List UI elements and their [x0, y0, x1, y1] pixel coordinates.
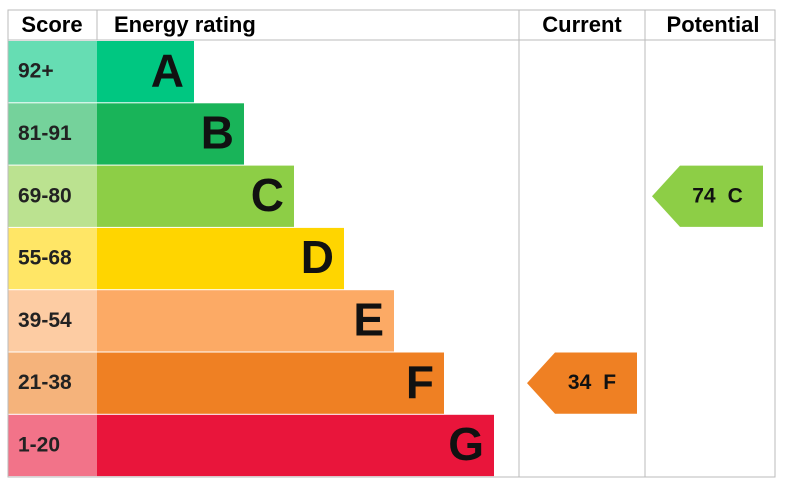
band-letter: D [301, 231, 334, 283]
band-letter: F [406, 356, 434, 408]
potential-letter: C [728, 184, 743, 207]
header-score: Score [21, 12, 82, 37]
current-arrow [527, 352, 637, 414]
score-label: 55-68 [18, 247, 72, 270]
current-letter: F [603, 371, 616, 394]
frame [7, 9, 776, 478]
score-label: 92+ [18, 60, 54, 83]
rating-bar [97, 103, 244, 165]
rating-bar [97, 290, 394, 352]
rating-bar [97, 227, 344, 290]
potential-arrow [652, 165, 763, 227]
score-label: 21-38 [18, 371, 72, 394]
score-cell [8, 103, 97, 165]
band-letter: C [251, 169, 284, 221]
band-letter: G [448, 418, 484, 470]
potential-indicator: 74 C [652, 165, 763, 227]
rating-bar [97, 41, 194, 103]
rating-bar [97, 414, 494, 477]
score-cell [8, 165, 97, 227]
score-label: 39-54 [18, 309, 72, 332]
score-cell [8, 41, 97, 103]
band-letter: B [201, 107, 234, 159]
current-indicator: 34 F [527, 352, 637, 414]
header-rating: Energy rating [114, 12, 256, 37]
potential-label: 74 C [692, 184, 743, 207]
score-cell [8, 352, 97, 414]
header-potential: Potential [667, 12, 760, 37]
score-cell [8, 414, 97, 477]
current-value: 34 [568, 371, 592, 394]
header-current: Current [542, 12, 622, 37]
score-label: 69-80 [18, 184, 72, 207]
score-label: 1-20 [18, 433, 60, 456]
rating-bar [97, 165, 294, 227]
band-letter: A [151, 44, 184, 96]
score-cell [8, 290, 97, 352]
rating-bar [97, 352, 444, 414]
potential-value: 74 [692, 184, 716, 207]
score-label: 81-91 [18, 122, 72, 145]
score-cell [8, 227, 97, 290]
current-label: 34 F [568, 371, 616, 394]
band-letter: E [353, 294, 384, 346]
